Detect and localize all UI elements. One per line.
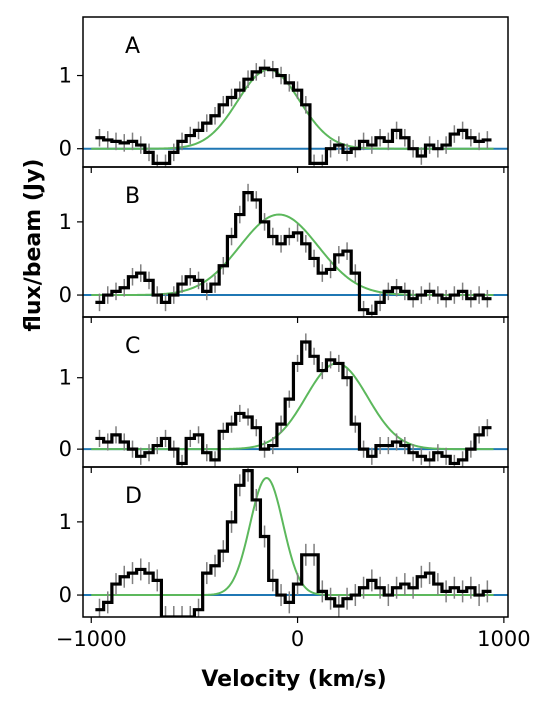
y-tick-label: 0 — [59, 283, 72, 307]
y-tick-label: 0 — [59, 583, 72, 607]
y-tick-label: 1 — [59, 64, 72, 88]
plot-area — [83, 59, 508, 167]
x-tick-label: 0 — [291, 627, 304, 651]
panel-label: B — [125, 184, 140, 209]
plot-area — [83, 333, 508, 467]
gaussian-fit-line — [91, 362, 494, 451]
panel-a: 0 1 A — [59, 16, 509, 173]
y-axis-label: flux/beam (Jy) — [21, 159, 46, 332]
panel-frame — [82, 466, 509, 618]
spectrum-step-line — [95, 469, 492, 617]
gaussian-fit-line — [91, 476, 494, 597]
panel-frame — [82, 316, 509, 468]
panel-c: 0 1 C — [59, 316, 509, 473]
panel-label: A — [125, 34, 140, 59]
y-tick-label: 0 — [59, 137, 72, 161]
panel-b: 0 1 B — [59, 166, 509, 323]
x-axis-label: Velocity (km/s) — [201, 667, 386, 692]
spectrum-step-line — [95, 191, 492, 315]
spectrum-step-line — [95, 66, 492, 165]
plot-area — [83, 467, 508, 617]
y-tick-label: 0 — [59, 437, 72, 461]
spectrum-step-line — [95, 340, 492, 466]
plot-area — [83, 183, 508, 317]
y-tick-label: 1 — [59, 510, 72, 534]
panel-label: C — [125, 334, 140, 359]
y-tick-label: 1 — [59, 366, 72, 390]
x-tick-label: −1000 — [56, 627, 127, 651]
panel-label: D — [125, 484, 142, 509]
y-tick-label: 1 — [59, 210, 72, 234]
x-tick-label: 1000 — [477, 627, 530, 651]
panel-d: 0 1 D — [59, 466, 509, 623]
